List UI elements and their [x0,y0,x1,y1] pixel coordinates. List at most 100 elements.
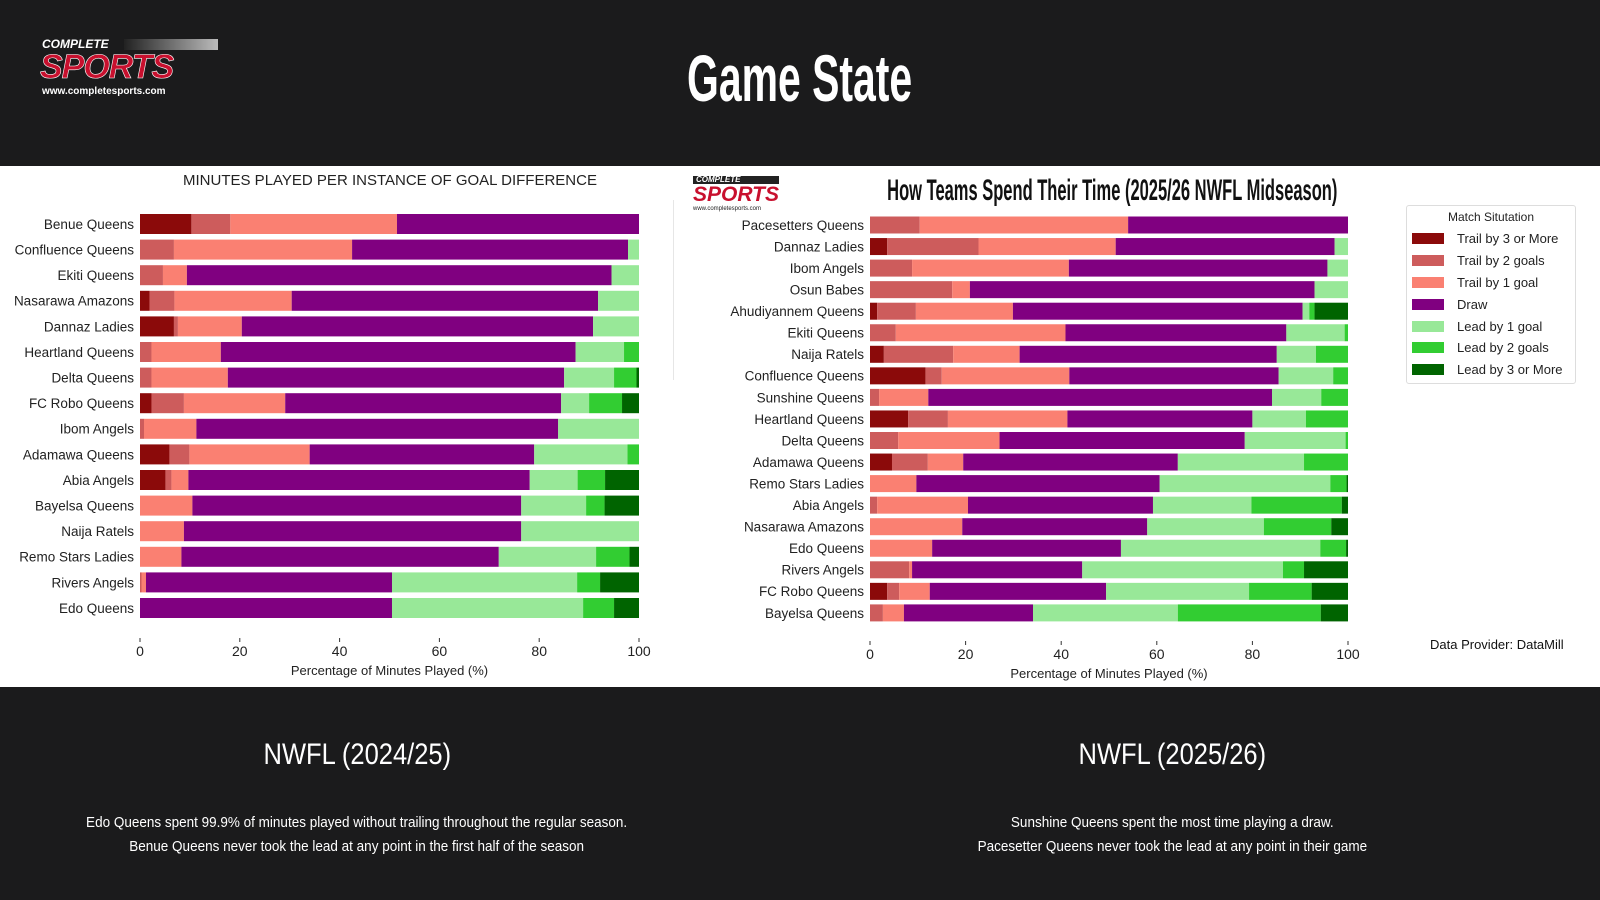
bar-segment-lead1 [521,495,587,516]
bar-segment-lead2 [627,444,639,465]
bar-segment-trail3 [140,214,192,234]
bar-segment-trail2 [870,496,878,514]
bar-segment-draw [352,239,629,260]
category-label: Sunshine Queens [757,390,865,405]
bar-segment-trail1 [912,259,1069,277]
bar-segment-lead3 [614,598,639,618]
bar-segment-lead2 [577,572,601,593]
bar-segment-draw [227,367,565,388]
bar-segment-lead1 [598,290,639,311]
bar-segment-draw [1012,302,1303,320]
category-label: Osun Babes [790,283,865,298]
bar-segment-trail1 [978,238,1116,256]
bar-segment-trail2 [877,302,916,320]
bar-segment-trail1 [870,518,963,536]
bar-segment-trail2 [887,238,979,256]
bar-segment-trail2 [165,470,172,490]
bar-segment-trail1 [952,281,970,299]
x-tick-label: 80 [1245,646,1261,662]
bar-segment-lead2 [1177,604,1321,622]
category-label: Ibom Angels [790,261,865,276]
bar-segment-draw [285,393,562,414]
bar-segment-trail2 [870,432,899,449]
bar-segment-trail1 [915,302,1013,320]
category-label: Heartland Queens [754,412,864,427]
bar-segment-trail3 [140,393,152,414]
bar-segment-draw [145,572,392,593]
bar-segment-lead1 [1244,432,1346,449]
bar-segment-lead2 [624,342,639,362]
bar-segment-lead3 [1320,604,1348,622]
category-label: Ekiti Queens [57,268,134,283]
bar-segment-draw [291,290,599,311]
bar-segment-trail2 [151,393,184,414]
bar-segment-lead1 [534,444,628,465]
bar-segment-draw [963,453,1178,471]
bar-segment-trail2 [149,290,175,311]
bar-segment-draw [220,342,576,362]
bar-segment-draw [1019,345,1277,363]
bar-segment-trail3 [870,410,909,428]
bar-segment-draw [1069,367,1279,385]
bar-segment-trail2 [887,582,900,600]
bar-segment-trail2 [870,604,883,622]
bar-segment-lead1 [558,418,639,439]
category-label: Remo Stars Ladies [19,550,134,565]
bar-segment-lead2 [1251,496,1342,514]
right-notes: Sunshine Queens spent the most time play… [977,814,1367,855]
bar-segment-lead3 [1311,582,1348,600]
legend-swatch [1412,298,1444,310]
bar-segment-trail2 [908,410,948,428]
x-tick-label: 40 [1053,646,1069,662]
bar-segment-trail2 [140,572,142,593]
bar-segment-lead3 [636,367,639,388]
right-chart: Pacesetters Queens Dannaz Ladies Ibom Ange… [730,216,1360,681]
legend-label: Trail by 2 goals [1457,253,1545,269]
legend-label: Trail by 3 or More [1457,231,1559,247]
legend-swatch [1412,276,1444,288]
bar-segment-trail1 [870,475,917,493]
bar-segment-lead1 [1314,281,1348,299]
bar-segment-lead3 [1341,496,1348,514]
bar-segment-trail1 [927,453,964,471]
bar-segment-lead2 [1249,582,1312,600]
bar-segment-trail2 [891,453,928,471]
bar-segment-lead1 [1120,539,1321,557]
bar-segment-trail1 [140,521,184,542]
left-chart: Benue Queens Confluence Queens Ekiti Queen… [14,214,651,678]
bar-segment-trail1 [899,582,930,600]
bar-segment-trail1 [151,342,221,362]
bar-segment-lead1 [1286,324,1345,342]
bar-segment-trail1 [162,265,187,286]
bar-segment-trail1 [919,216,1129,234]
bar-segment-draw [181,546,499,567]
bar-segment-draw [196,418,559,439]
legend-label: Draw [1457,296,1488,312]
bar-segment-trail2 [140,418,144,439]
bar-segment-draw [309,444,535,465]
category-label: Abia Angels [793,498,865,513]
bar-segment-lead1 [611,265,639,286]
category-label: Edo Queens [59,601,134,616]
data-provider: Data Provider: DataMill [1430,637,1564,652]
bar-segment-trail3 [870,453,892,471]
bar-segment-trail1 [183,393,286,414]
bar-segment-lead3 [629,546,639,567]
bar-segment-lead3 [600,572,639,593]
bar-segment-trail1 [953,345,1020,363]
bar-segment-lead3 [1314,302,1348,320]
bar-segment-trail2 [870,388,880,406]
bar-segment-lead1 [1252,410,1306,428]
bar-segment-lead3 [604,495,639,516]
bar-segment-trail1 [141,572,146,593]
x-tick-label: 40 [332,643,348,659]
bar-segment-lead1 [1082,561,1283,579]
bar-segment-trail1 [140,495,193,516]
bar-segment-trail3 [870,367,926,385]
bar-segment-lead2 [1304,453,1348,471]
bar-segment-lead3 [605,470,639,490]
category-label: Dannaz Ladies [774,239,864,254]
legend-item-lead3: Lead by 3 or More [1407,359,1575,381]
bar-segment-draw [186,265,612,286]
category-label: Bayelsa Queens [35,498,134,513]
